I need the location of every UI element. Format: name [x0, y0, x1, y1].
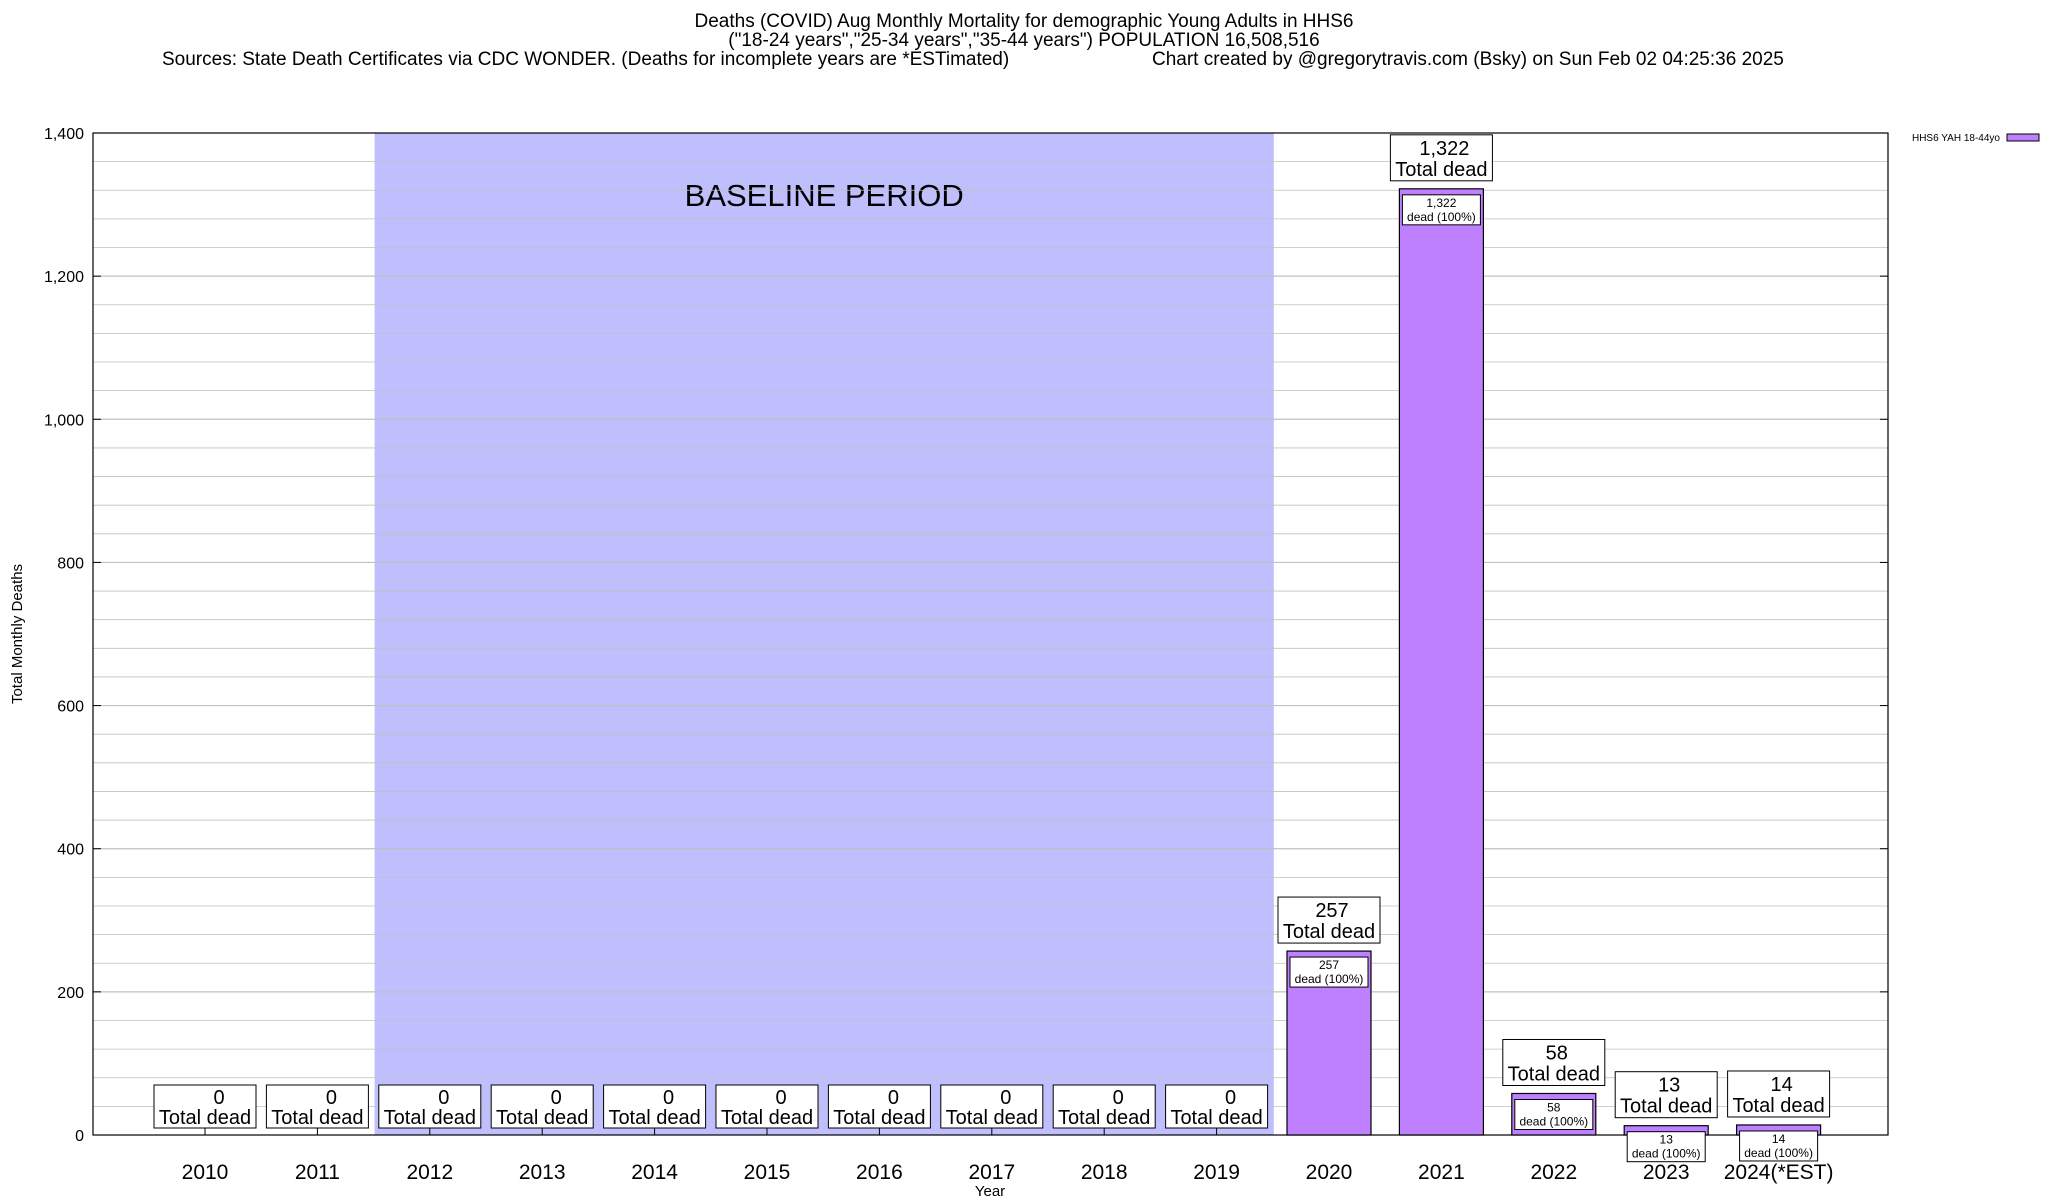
chart-source-line: Sources: State Death Certificates via CD… [0, 50, 2048, 69]
bar-total-caption: Total dead [1170, 1107, 1262, 1129]
y-tick-label: 1,000 [44, 412, 84, 429]
y-tick-label: 1,400 [44, 126, 84, 143]
chart-credit: Chart created by @gregorytravis.com (Bsk… [1152, 49, 1784, 70]
bar-total-caption: Total dead [721, 1107, 813, 1129]
y-tick-label: 200 [57, 985, 84, 1002]
bar-total-label-box [1052, 1084, 1156, 1129]
bar-inner-caption: dead (100%) [1295, 972, 1364, 986]
y-axis-title: Total Monthly Deaths [9, 564, 26, 704]
bar-total-value-label: 1,322 [1419, 138, 1469, 160]
bar-total-label-box [1502, 1038, 1606, 1086]
bar-total-label-box [378, 1084, 482, 1129]
bar-total-value-label: 257 [1315, 900, 1348, 922]
bar-inner-value-label: 257 [1319, 958, 1339, 972]
bar-inner-label-box [1514, 1098, 1594, 1130]
bar-total-label-box [827, 1084, 931, 1129]
legend-swatch [2006, 133, 2040, 142]
bar-total-caption: Total dead [1283, 921, 1375, 943]
bar-total-label-box [265, 1084, 369, 1129]
bar-total-label-box [153, 1084, 257, 1129]
x-tick-label: 2012 [406, 1161, 453, 1184]
y-tick-label: 600 [57, 699, 84, 716]
x-tick-label: 2014 [631, 1161, 678, 1184]
bar-total-value-label: 0 [1225, 1087, 1236, 1109]
x-tick-label: 2016 [856, 1161, 903, 1184]
bar-total-caption: Total dead [1395, 159, 1487, 181]
x-axis-title: Year [975, 1183, 1005, 1200]
bar-total-caption: Total dead [608, 1107, 700, 1129]
bar-total-label-box [1389, 134, 1493, 182]
bar-total-label-box [1727, 1070, 1831, 1118]
bar-total-value-label: 0 [213, 1087, 224, 1109]
bar-total-caption: Total dead [159, 1107, 251, 1129]
x-tick-label: 2011 [295, 1161, 340, 1184]
bar-total-caption: Total dead [833, 1107, 925, 1129]
plot-frame [92, 132, 1889, 1136]
bar-total-label-box [490, 1084, 594, 1129]
bar-inner-value-label: 1,322 [1426, 196, 1456, 210]
y-tick-label: 0 [75, 1128, 84, 1145]
bar-inner-value-label: 13 [1660, 1133, 1674, 1147]
x-tick-label: 2010 [182, 1161, 229, 1184]
y-tick-label: 400 [57, 842, 84, 859]
x-tick-label: 2022 [1530, 1161, 1577, 1184]
bar [1398, 188, 1485, 1136]
chart-subtitle: ("18-24 years","25-34 years","35-44 year… [728, 30, 1320, 51]
bar-total-value-label: 0 [1000, 1087, 1011, 1109]
bar-total-caption: Total dead [1508, 1063, 1600, 1085]
baseline-label: BASELINE PERIOD [685, 178, 964, 213]
bar-total-label-box [1614, 1071, 1718, 1119]
bar-inner-caption: dead (100%) [1744, 1146, 1813, 1160]
x-tick-label: 2018 [1081, 1161, 1128, 1184]
bar-total-label-box [603, 1084, 707, 1129]
bar-total-caption: Total dead [1732, 1095, 1824, 1117]
bar-total-caption: Total dead [1620, 1096, 1712, 1118]
x-tick-label: 2019 [1193, 1161, 1240, 1184]
bar-total-caption: Total dead [384, 1107, 476, 1129]
x-tick-label: 2023 [1643, 1161, 1690, 1184]
chart-sources: Sources: State Death Certificates via CD… [162, 49, 1010, 70]
bar-total-value-label: 0 [1113, 1087, 1124, 1109]
bar-total-value-label: 13 [1658, 1075, 1680, 1097]
y-tick-label: 1,200 [44, 269, 84, 286]
baseline-band [374, 133, 1274, 1135]
y-tick-label: 800 [57, 555, 84, 572]
bar-inner-caption: dead (100%) [1519, 1114, 1588, 1128]
bar-total-value-label: 0 [663, 1087, 674, 1109]
bar-total-label-box [1165, 1084, 1269, 1129]
x-tick-label: 2017 [968, 1161, 1015, 1184]
bar-total-label-box [1277, 896, 1381, 944]
bar-total-label-box [715, 1084, 819, 1129]
bar-total-value-label: 14 [1770, 1074, 1792, 1096]
x-tick-label: 2015 [744, 1161, 791, 1184]
bar-inner-label-box [1401, 194, 1481, 226]
bar-inner-label-box [1289, 956, 1369, 988]
x-tick-label: 2013 [519, 1161, 566, 1184]
bar-total-value-label: 0 [888, 1087, 899, 1109]
bar-total-value-label: 0 [326, 1087, 337, 1109]
bar-inner-caption: dead (100%) [1632, 1147, 1701, 1161]
bar-total-value-label: 0 [551, 1087, 562, 1109]
x-tick-label: 2020 [1306, 1161, 1353, 1184]
chart-title-block: Deaths (COVID) Aug Monthly Mortality for… [0, 12, 2048, 69]
bar-inner-caption: dead (100%) [1407, 210, 1476, 224]
bar-total-value-label: 58 [1546, 1042, 1568, 1064]
bar-total-label-box [940, 1084, 1044, 1129]
bar-inner-value-label: 58 [1547, 1100, 1561, 1114]
bar-total-caption: Total dead [946, 1107, 1038, 1129]
x-tick-label: 2021 [1418, 1161, 1465, 1184]
x-tick-label: 2024(*EST) [1724, 1161, 1834, 1184]
bar-inner-label-box [1626, 1131, 1706, 1163]
bar-total-value-label: 0 [775, 1087, 786, 1109]
bar-total-value-label: 0 [438, 1087, 449, 1109]
bar-total-caption: Total dead [1058, 1107, 1150, 1129]
bar-inner-label-box [1739, 1130, 1819, 1162]
chart-title: Deaths (COVID) Aug Monthly Mortality for… [694, 11, 1354, 32]
legend-label: HHS6 YAH 18-44yo [1912, 133, 2000, 144]
bar-total-caption: Total dead [271, 1107, 363, 1129]
bar-total-caption: Total dead [496, 1107, 588, 1129]
bar-inner-value-label: 14 [1772, 1132, 1786, 1146]
